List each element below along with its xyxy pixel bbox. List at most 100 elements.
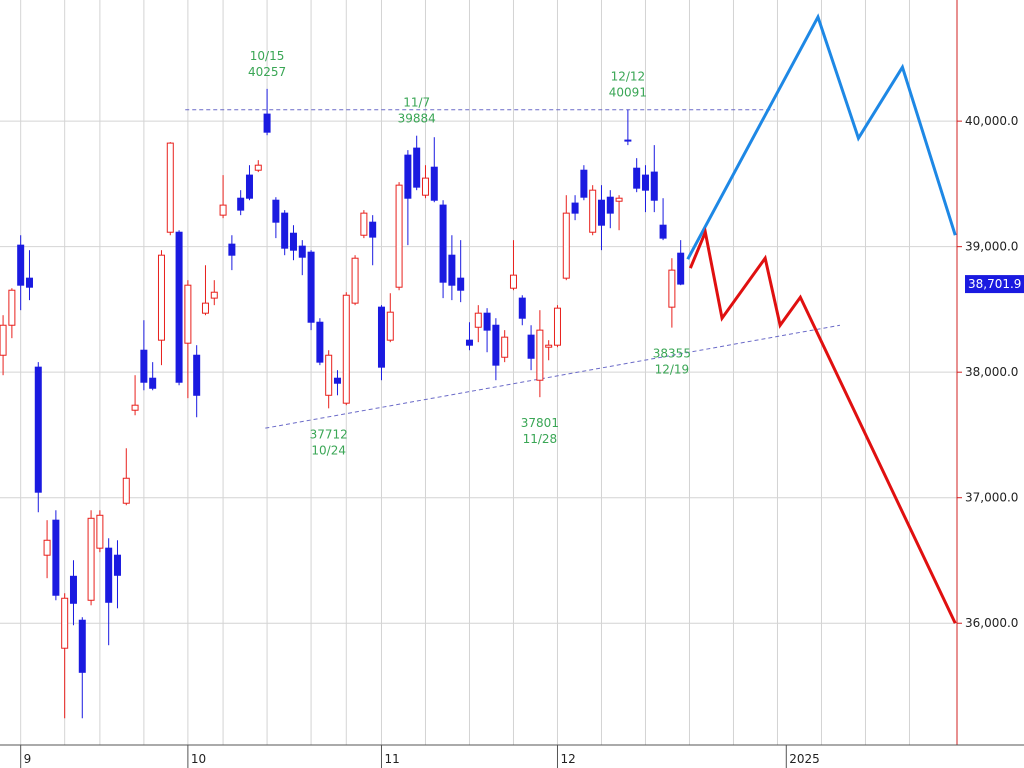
candle-body <box>457 277 465 291</box>
candle-body <box>404 154 412 199</box>
candle-body <box>553 307 561 346</box>
y-tick-label: 40,000.0 <box>965 114 1018 128</box>
annotation: 38355 <box>653 347 691 361</box>
candle-body <box>281 212 289 249</box>
annotation: 37712 <box>310 427 348 441</box>
y-tick-label: 39,000.0 <box>965 240 1018 254</box>
forecast-line <box>688 227 957 624</box>
candle-body <box>501 336 509 358</box>
candle-body <box>201 302 209 314</box>
candle-body <box>210 291 218 299</box>
candle-body <box>395 184 403 288</box>
trend-line <box>265 324 841 429</box>
candle-body <box>650 171 658 201</box>
candle-body <box>131 404 139 411</box>
candle-body <box>17 244 25 286</box>
candle-body <box>272 199 280 223</box>
candle-body <box>316 321 324 363</box>
y-tick-label: 37,000.0 <box>965 491 1018 505</box>
candle-body <box>245 174 253 199</box>
candle-body <box>360 212 368 236</box>
candle-body <box>597 199 605 226</box>
annotation: 40091 <box>609 86 647 100</box>
annotation: 10/15 <box>250 49 285 63</box>
candle-body <box>228 243 236 256</box>
candle-body <box>61 597 69 649</box>
candle-body <box>386 311 394 341</box>
candle-body <box>52 519 60 596</box>
candle-body <box>448 254 456 286</box>
candle-body <box>325 354 333 396</box>
candle-body <box>518 297 526 319</box>
price-tag-label: 38,701.9 <box>968 277 1021 291</box>
candle-body <box>166 142 174 233</box>
candle-body <box>175 231 183 383</box>
candle-body <box>606 196 614 214</box>
forecast-line <box>686 13 957 260</box>
candle-body <box>69 575 77 604</box>
candle-body <box>96 514 104 549</box>
candle-body <box>492 324 500 366</box>
candle-body <box>580 169 588 198</box>
annotation: 40257 <box>248 65 286 79</box>
annotation: 37801 <box>521 416 559 430</box>
candle-body <box>25 277 33 288</box>
candle-body <box>633 167 641 189</box>
candle-body <box>237 197 245 211</box>
candle-body <box>333 377 341 384</box>
candle-body <box>677 252 685 285</box>
candle-body <box>413 147 421 188</box>
candle-body <box>439 204 447 283</box>
annotation: 11/7 <box>403 96 430 110</box>
candle-body <box>527 334 535 359</box>
candle-body <box>34 366 42 493</box>
candle-body <box>8 289 16 326</box>
y-tick-label: 36,000.0 <box>965 616 1018 630</box>
y-tick-label: 38,000.0 <box>965 365 1018 379</box>
x-tick-label: 9 <box>24 752 32 766</box>
x-tick-label: 10 <box>191 752 206 766</box>
candle-body <box>641 174 649 191</box>
candle-body <box>589 189 597 233</box>
x-tick-label: 11 <box>384 752 399 766</box>
candle-body <box>509 274 517 289</box>
candle-body <box>351 257 359 304</box>
annotation: 10/24 <box>311 443 346 457</box>
candle-body <box>536 329 544 381</box>
candle-body <box>562 212 570 279</box>
candle-body <box>298 245 306 258</box>
candle-body <box>149 377 157 389</box>
candle-body <box>0 324 7 356</box>
candle-body <box>105 547 113 603</box>
candle-body <box>78 619 86 673</box>
candle-body <box>615 197 623 202</box>
candle-body <box>668 269 676 308</box>
annotation: 11/28 <box>523 432 558 446</box>
annotation: 12/12 <box>611 70 646 84</box>
candle-body <box>342 294 350 404</box>
candle-body <box>289 232 297 251</box>
candle-body <box>430 166 438 201</box>
candle-body <box>87 517 95 601</box>
candle-body <box>219 204 227 216</box>
candle-body <box>184 284 192 344</box>
candle-body <box>377 306 385 368</box>
candle-body <box>369 221 377 238</box>
annotation: 39884 <box>398 112 436 126</box>
candle-body <box>113 554 121 576</box>
candle-body <box>157 254 165 341</box>
candle-body <box>571 202 579 214</box>
price-tag <box>965 275 1024 294</box>
x-tick-label: 12 <box>560 752 575 766</box>
x-tick-label: 2025 <box>789 752 820 766</box>
candle-body <box>307 251 315 323</box>
candle-body <box>474 312 482 328</box>
candle-body <box>254 164 262 171</box>
candle-body <box>624 139 632 142</box>
candle-body <box>545 344 553 348</box>
candle-body <box>43 539 51 556</box>
annotation: 12/19 <box>655 363 690 377</box>
candle-body <box>465 339 473 346</box>
